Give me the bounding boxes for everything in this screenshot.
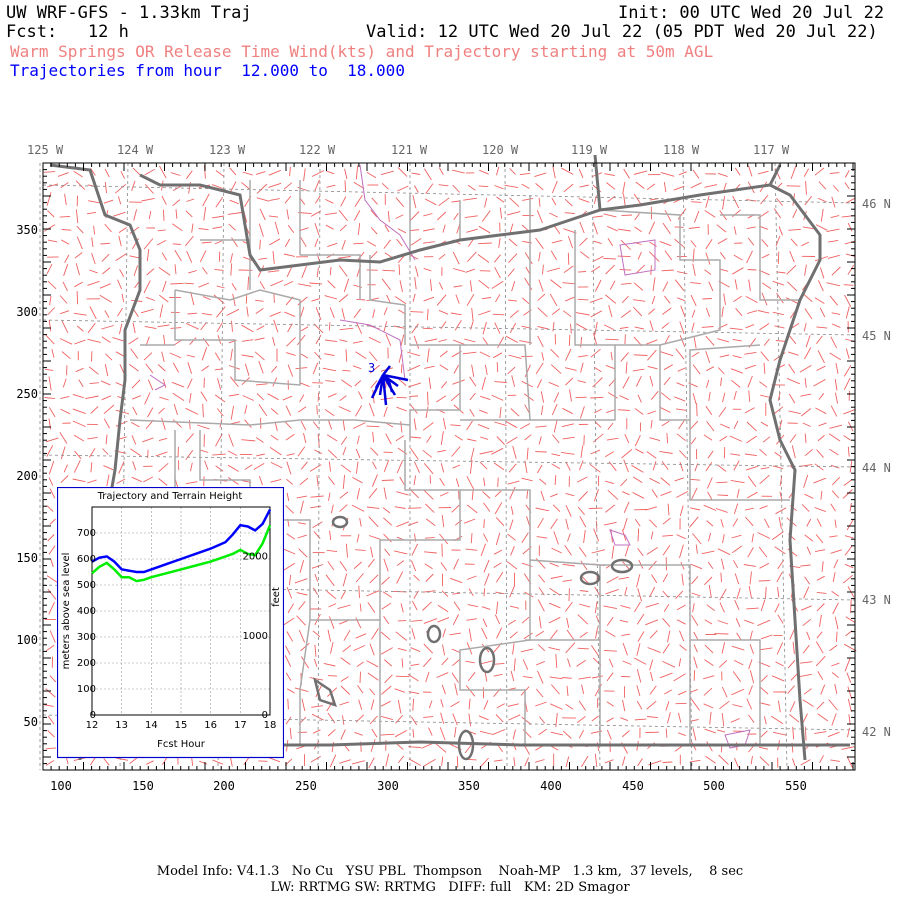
trajectory-marker: 3 [368, 361, 375, 375]
init-time: Init: 00 UTC Wed 20 Jul 22 [618, 3, 885, 23]
longitude-label: 118 W [663, 143, 700, 157]
latitude-label: 43 N [862, 593, 891, 607]
longitude-label: 119 W [571, 143, 608, 157]
inset-title: Trajectory and Terrain Height [97, 491, 243, 502]
latitude-label: 42 N [862, 725, 891, 739]
grid-x-label: 300 [377, 779, 399, 793]
inset-x-tick: 16 [204, 720, 217, 731]
inset-x-tick: 13 [115, 720, 128, 731]
model-info: Model Info: V4.1.3 No Cu YSU PBL Thompso… [156, 864, 744, 879]
inset-right-tick-labels: 0 1000 2000 [243, 552, 268, 721]
trajectory-range: Trajectories from hour 12.000 to 18.000 [10, 61, 405, 80]
frame-ticks [42, 162, 855, 770]
inset-right-tick: 2000 [243, 552, 268, 563]
grid-y-label: 50 [24, 715, 38, 729]
grid-x-label: 550 [785, 779, 807, 793]
inset-x-axis-label: Fcst Hour [157, 739, 206, 750]
county-boundaries [129, 180, 800, 745]
trajectory-terrain-inset: Trajectory and Terrain Height 12 13 14 15 16… [57, 487, 284, 759]
inset-left-tick: 300 [77, 632, 96, 643]
inset-left-tick: 600 [77, 554, 96, 565]
inset-left-tick: 700 [77, 528, 96, 539]
longitude-label: 125 W [27, 143, 64, 157]
inset-left-tick: 100 [77, 684, 96, 695]
latitude-label: 46 N [862, 197, 891, 211]
inset-left-tick: 500 [77, 580, 96, 591]
inset-x-tick: 17 [234, 720, 247, 731]
longitude-label: 123 W [209, 143, 246, 157]
grid-y-label: 300 [16, 305, 38, 319]
model-physics: LW: RRTMG SW: RRTMG DIFF: full KM: 2D Sm… [270, 880, 630, 895]
longitude-label: 121 W [391, 143, 428, 157]
inset-left-tick: 400 [77, 606, 96, 617]
inset-left-tick-labels: 0 100 200 300 400 500 600 700 [77, 528, 96, 721]
map-subtitle: Warm Springs OR Release Time Wind(kts) a… [10, 42, 714, 61]
longitude-label: 122 W [299, 143, 336, 157]
latitude-label: 45 N [862, 329, 891, 343]
longitude-labels: 125 W 124 W 123 W 122 W 121 W 120 W 119 W 118 W… [27, 143, 790, 157]
inset-x-tick: 15 [175, 720, 188, 731]
trajectory-path [370, 365, 409, 406]
inset-left-tick: 200 [77, 658, 96, 669]
inset-series [91, 509, 272, 583]
inset-x-tick: 12 [86, 720, 99, 731]
trajectory-height-line [91, 509, 272, 574]
grid-y-label: 200 [16, 469, 38, 483]
grid-y-axis-labels: 350 300 250 200 150 100 50 [16, 223, 38, 729]
forecast-hour: Fcst: 12 h [6, 22, 129, 42]
grid-x-label: 350 [458, 779, 480, 793]
latitude-labels: 46 N 45 N 44 N 43 N 42 N [862, 197, 891, 739]
grid-x-label: 150 [132, 779, 154, 793]
grid-y-label: 150 [16, 551, 38, 565]
grid-x-label: 450 [622, 779, 644, 793]
grid-x-label: 500 [703, 779, 725, 793]
terrain-height-line [91, 524, 272, 583]
latitude-label: 44 N [862, 461, 891, 475]
grid-x-label: 200 [213, 779, 235, 793]
inset-left-axis-label: meters above sea level [61, 553, 72, 670]
wind-barb-field [43, 165, 857, 769]
grid-y-label: 350 [16, 223, 38, 237]
map-title: UW WRF-GFS - 1.33km Traj [6, 3, 252, 23]
grid-y-label: 250 [16, 387, 38, 401]
inset-left-tick: 0 [90, 710, 96, 721]
lakes [313, 515, 634, 761]
grid-x-axis-labels: 100 150 200 250 300 350 400 450 500 550 [50, 779, 807, 793]
grid-x-label: 100 [50, 779, 72, 793]
inset-x-tick: 14 [145, 720, 158, 731]
inset-x-tick-labels: 12 13 14 15 16 17 18 [86, 720, 277, 731]
longitude-label: 117 W [753, 143, 790, 157]
grid-y-label: 100 [16, 633, 38, 647]
grid-x-label: 250 [295, 779, 317, 793]
inset-right-tick: 0 [262, 710, 268, 721]
longitude-label: 120 W [482, 143, 519, 157]
inset-right-tick: 1000 [243, 631, 268, 642]
grid-x-label: 400 [540, 779, 562, 793]
inset-x-tick: 18 [264, 720, 277, 731]
inset-right-axis-label: feet [271, 587, 282, 607]
longitude-label: 124 W [117, 143, 154, 157]
valid-time: Valid: 12 UTC Wed 20 Jul 22 (05 PDT Wed … [366, 22, 878, 42]
